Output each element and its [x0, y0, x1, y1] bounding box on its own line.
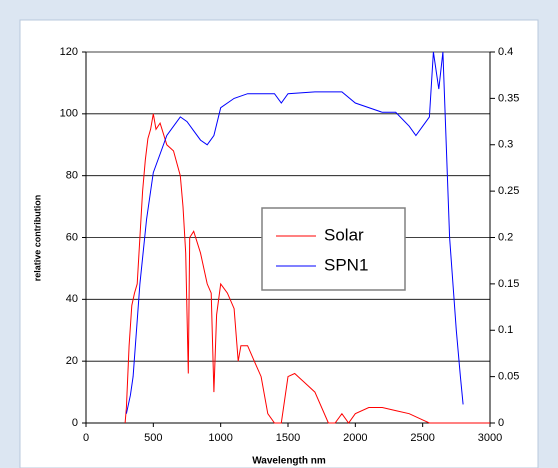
x-tick-label: 1500 — [276, 432, 300, 444]
y2-tick-label: 0.05 — [498, 371, 519, 383]
y2-tick-label: 0.15 — [498, 278, 519, 290]
y-tick-label: 120 — [60, 46, 78, 58]
legend-box — [261, 207, 406, 291]
series-line — [125, 51, 464, 414]
y2-tick-label: 0.25 — [498, 185, 519, 197]
y2-tick-label: 0.2 — [498, 231, 513, 243]
y-tick-label: 60 — [66, 231, 78, 243]
y2-tick-label: 0 — [498, 417, 504, 429]
x-tick-label: 1000 — [208, 432, 232, 444]
x-axis-label: Wavelength nm — [252, 456, 326, 467]
legend-label: SPN1 — [324, 255, 368, 274]
y2-tick-label: 0.1 — [498, 324, 513, 336]
x-tick-label: 2000 — [343, 432, 367, 444]
x-tick-label: 500 — [144, 432, 162, 444]
x-tick-label: 3000 — [478, 432, 502, 444]
y-axis-label: relative contribution — [32, 195, 42, 282]
y2-tick-label: 0.3 — [498, 139, 513, 151]
legend-label: Solar — [324, 225, 364, 244]
series-line — [124, 113, 490, 424]
y-tick-label: 40 — [66, 293, 78, 305]
y-tick-label: 100 — [60, 108, 78, 120]
y-tick-label: 20 — [66, 355, 78, 367]
y-tick-label: 0 — [72, 417, 78, 429]
x-tick-label: 0 — [83, 432, 89, 444]
y2-tick-label: 0.35 — [498, 92, 519, 104]
y2-tick-label: 0.4 — [498, 46, 513, 58]
x-tick-label: 2500 — [410, 432, 434, 444]
y-tick-label: 80 — [66, 170, 78, 182]
